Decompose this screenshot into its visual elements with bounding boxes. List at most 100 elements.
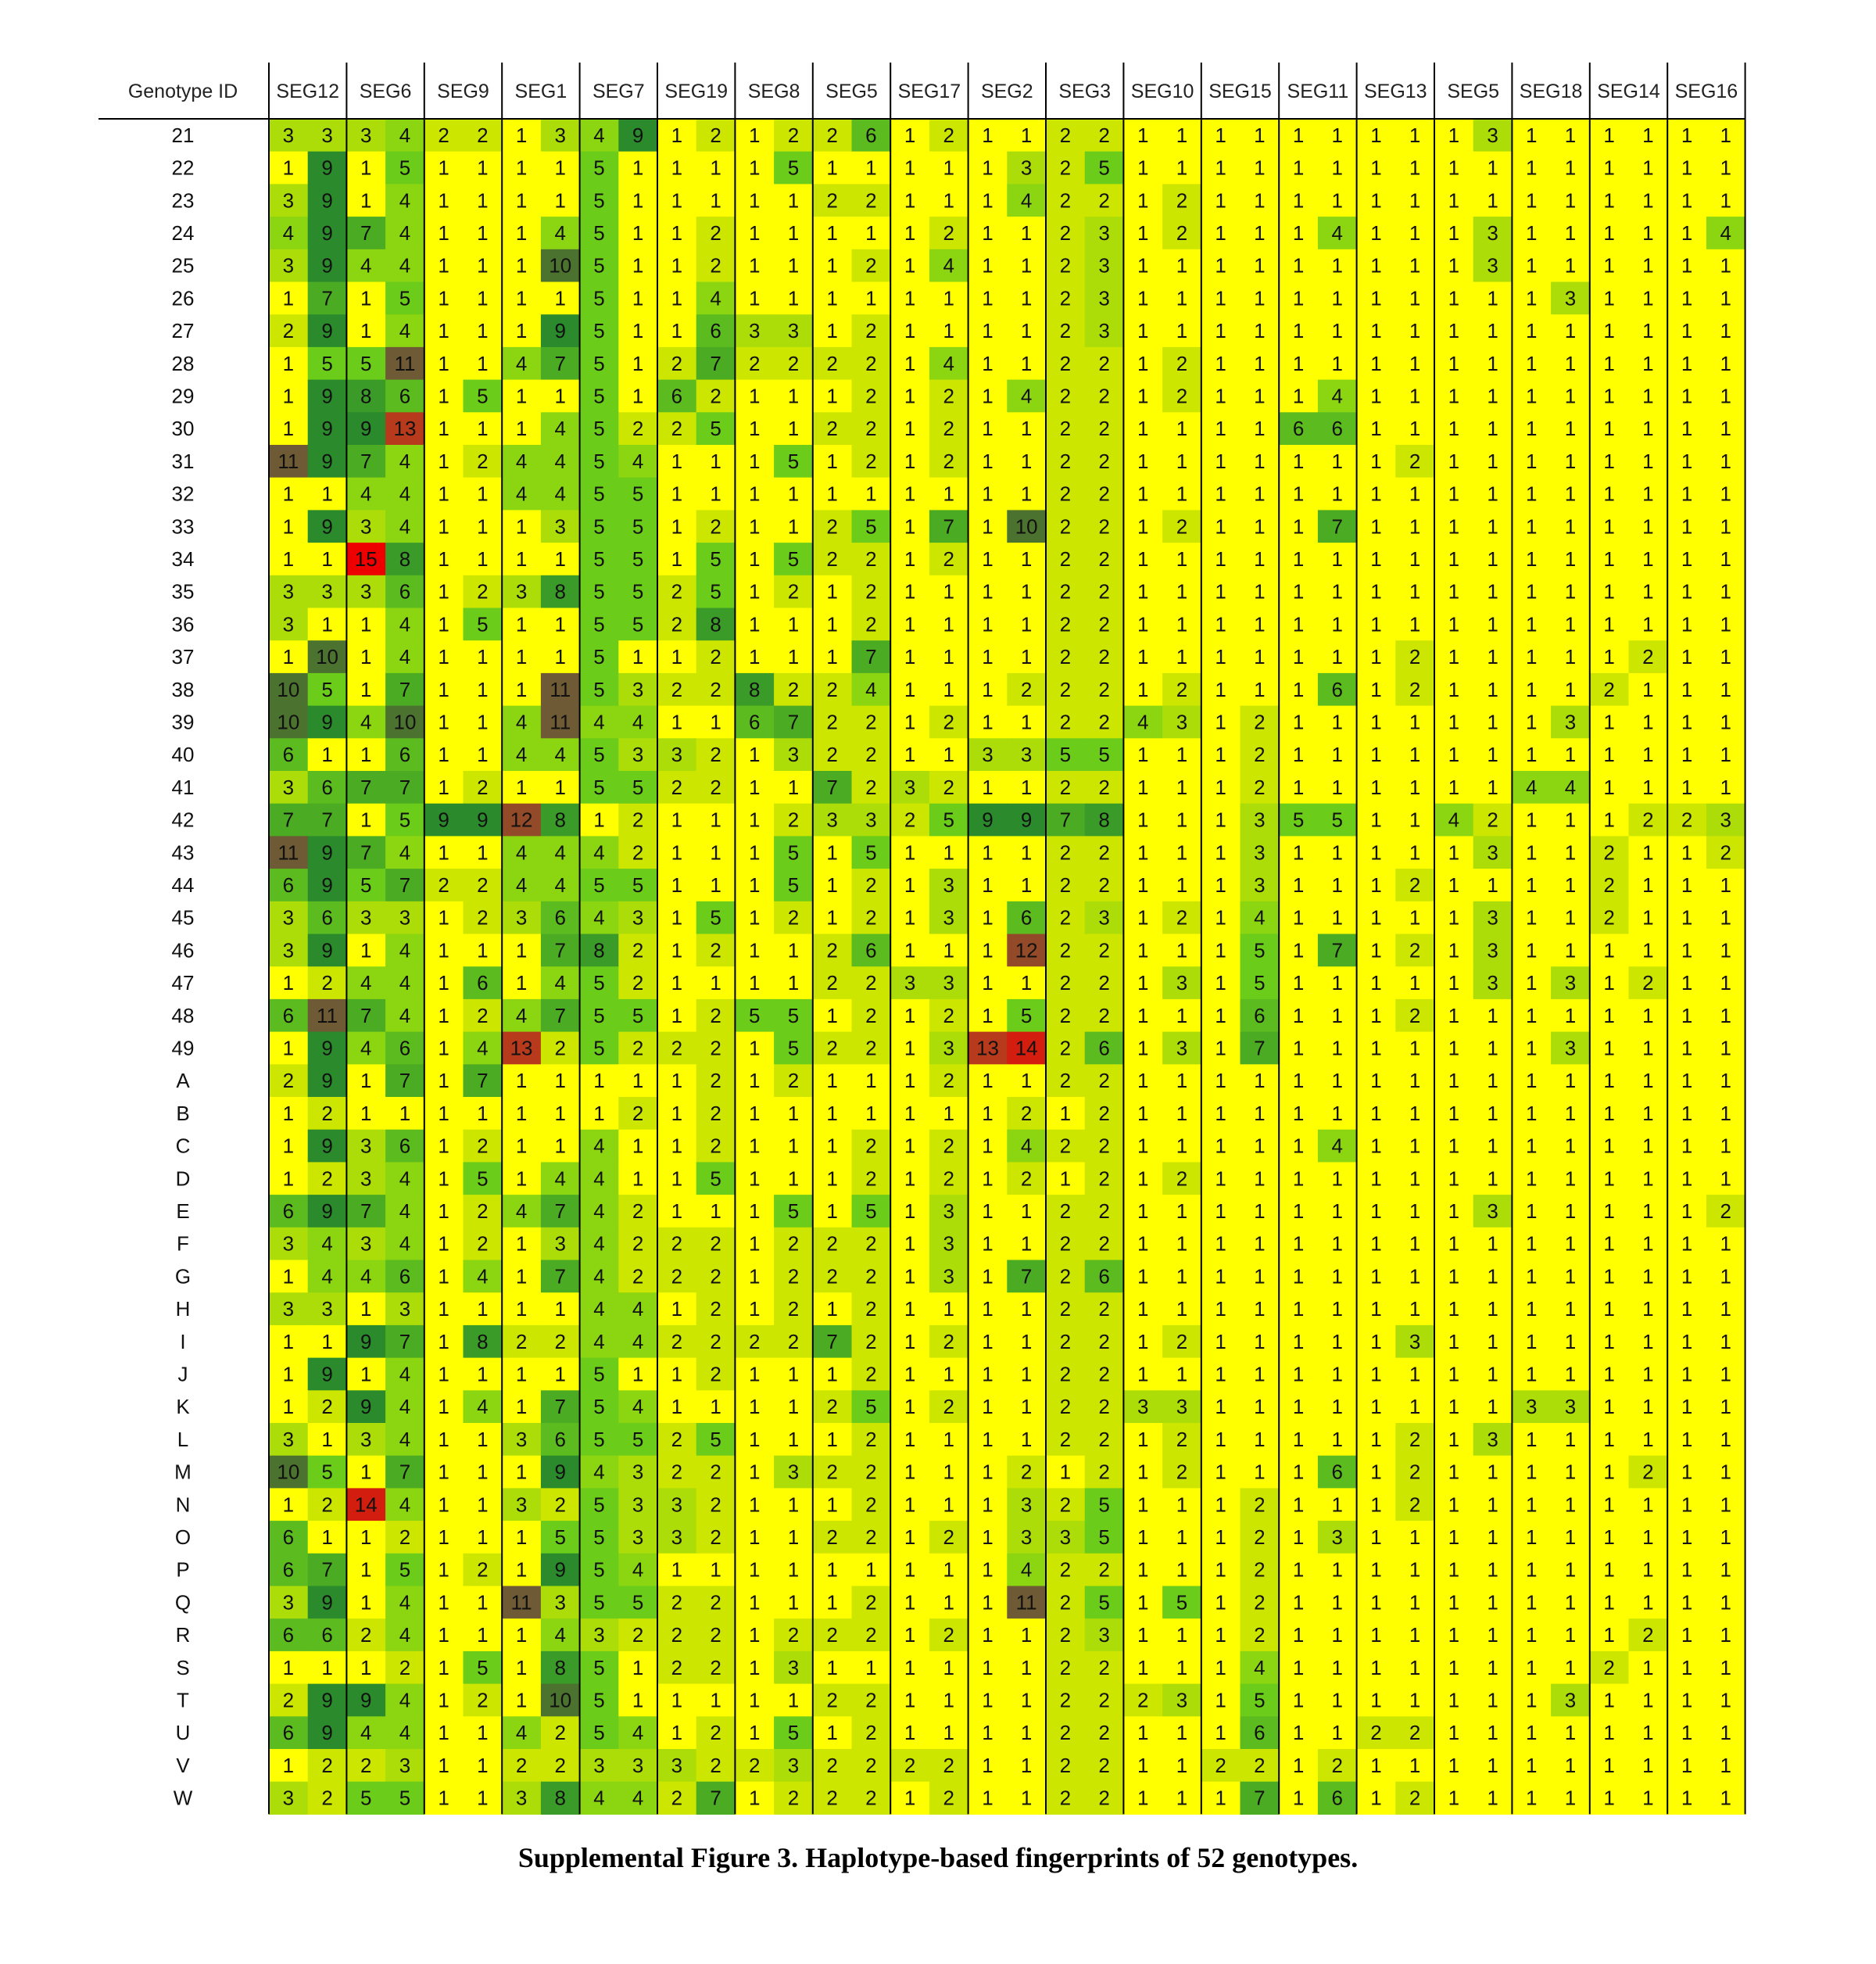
heatmap-cell <box>346 575 386 609</box>
heatmap-cell <box>424 314 464 348</box>
cell-value-label: 1 <box>1526 286 1537 310</box>
heatmap-cell <box>1628 672 1668 707</box>
heatmap-cell <box>929 445 969 478</box>
heatmap-cell <box>1279 738 1319 772</box>
cell-value-label: 1 <box>1332 1069 1343 1092</box>
cell-value-label: 2 <box>1060 1721 1071 1744</box>
cell-value-label: 1 <box>1720 319 1731 342</box>
cell-value-label: 7 <box>360 450 371 473</box>
heatmap-cell <box>1201 607 1241 641</box>
cell-value-label: 1 <box>1448 1330 1459 1353</box>
cell-value-label: 1 <box>1021 450 1032 473</box>
cell-value-label: 1 <box>943 1297 954 1321</box>
cell-value-label: 7 <box>399 1460 410 1484</box>
heatmap-cell <box>774 445 814 478</box>
cell-value-label: 2 <box>1409 1721 1420 1744</box>
cell-value-label: 5 <box>710 906 721 930</box>
cell-value-label: 3 <box>321 124 332 147</box>
cell-value-label: 1 <box>1370 254 1381 278</box>
cell-value-label: 1 <box>1293 840 1304 864</box>
cell-value-label: 1 <box>1681 1623 1692 1647</box>
cell-value-label: 3 <box>1332 1525 1343 1549</box>
heatmap-cell <box>1589 575 1630 609</box>
cell-value-label: 1 <box>516 612 527 636</box>
heatmap-cell <box>385 184 425 217</box>
cell-value-label: 1 <box>1176 286 1187 310</box>
cell-value-label: 1 <box>438 450 449 473</box>
cell-value-label: 1 <box>1215 1688 1226 1711</box>
heatmap-cell <box>1395 346 1435 381</box>
heatmap-cell <box>502 672 542 707</box>
marker-label: SEG9 <box>437 81 489 102</box>
cell-value-label: 1 <box>1565 352 1576 375</box>
heatmap-cell <box>929 314 969 348</box>
genotype-id-label: 49 <box>172 1036 195 1059</box>
cell-value-label: 1 <box>1448 612 1459 636</box>
heatmap-cell <box>463 412 503 446</box>
cell-value-label: 3 <box>1254 840 1265 864</box>
cell-value-label: 1 <box>1526 384 1537 407</box>
heatmap-cell <box>812 803 853 837</box>
cell-value-label: 1 <box>1409 1525 1420 1549</box>
heatmap-cell <box>385 575 425 609</box>
cell-value-label: 1 <box>1215 1232 1226 1256</box>
cell-value-label: 1 <box>788 286 799 310</box>
heatmap-cell <box>812 575 853 609</box>
cell-value-label: 1 <box>671 1395 682 1418</box>
cell-value-label: 10 <box>549 254 571 278</box>
cell-value-label: 2 <box>1021 1460 1032 1484</box>
cell-value-label: 1 <box>1137 188 1148 212</box>
heatmap-cell <box>1589 640 1630 674</box>
cell-value-label: 9 <box>321 319 332 342</box>
heatmap-cell <box>1434 119 1474 152</box>
cell-value-label: 5 <box>1176 1590 1187 1614</box>
cell-value-label: 7 <box>943 514 954 538</box>
cell-value-label: 1 <box>1603 1428 1614 1451</box>
cell-value-label: 1 <box>1642 1167 1653 1190</box>
heatmap-cell <box>696 249 736 283</box>
cell-value-label: 1 <box>1448 710 1459 733</box>
heatmap-cell <box>1007 151 1047 185</box>
cell-value-label: 1 <box>438 645 449 668</box>
heatmap-cell <box>851 249 891 283</box>
heatmap-cell <box>385 672 425 707</box>
cell-value-label: 1 <box>1332 1036 1343 1059</box>
cell-value-label: 3 <box>865 808 876 832</box>
heatmap-cell <box>1007 314 1047 348</box>
heatmap-cell <box>1317 119 1358 152</box>
cell-value-label: 1 <box>826 254 837 278</box>
heatmap-cell <box>1356 314 1396 348</box>
cell-value-label: 2 <box>1409 938 1420 962</box>
heatmap-cell <box>1551 607 1591 641</box>
heatmap-cell <box>1628 151 1668 185</box>
genotype-id-label: A <box>176 1069 190 1092</box>
cell-value-label: 4 <box>1021 188 1032 212</box>
heatmap-cell <box>696 217 736 250</box>
cell-value-label: 5 <box>593 482 604 506</box>
heatmap-cell <box>1046 543 1086 576</box>
cell-value-label: 1 <box>1176 482 1187 506</box>
heatmap-cell <box>502 543 542 576</box>
cell-value-label: 2 <box>1098 1754 1109 1777</box>
cell-value-label: 1 <box>1720 1069 1731 1092</box>
cell-value-label: 1 <box>632 1134 643 1158</box>
heatmap-cell <box>851 217 891 250</box>
heatmap-cell <box>774 705 814 739</box>
heatmap-cell <box>696 607 736 641</box>
heatmap-cell <box>657 575 697 609</box>
cell-value-label: 3 <box>360 1167 371 1190</box>
cell-value-label: 1 <box>982 1069 993 1092</box>
cell-value-label: 2 <box>1060 1297 1071 1321</box>
heatmap-cell <box>735 510 775 543</box>
cell-value-label: 2 <box>1060 678 1071 701</box>
cell-value-label: 2 <box>1060 1069 1071 1092</box>
cell-value-label: 1 <box>749 1590 760 1614</box>
cell-value-label: 1 <box>1487 1232 1498 1256</box>
heatmap-cell <box>1201 705 1241 739</box>
cell-value-label: 4 <box>516 352 527 375</box>
cell-value-label: 9 <box>360 1395 371 1418</box>
cell-value-label: 5 <box>632 776 643 799</box>
cell-value-label: 1 <box>1642 1493 1653 1516</box>
heatmap-cell <box>269 477 309 511</box>
heatmap-cell <box>1046 184 1086 217</box>
